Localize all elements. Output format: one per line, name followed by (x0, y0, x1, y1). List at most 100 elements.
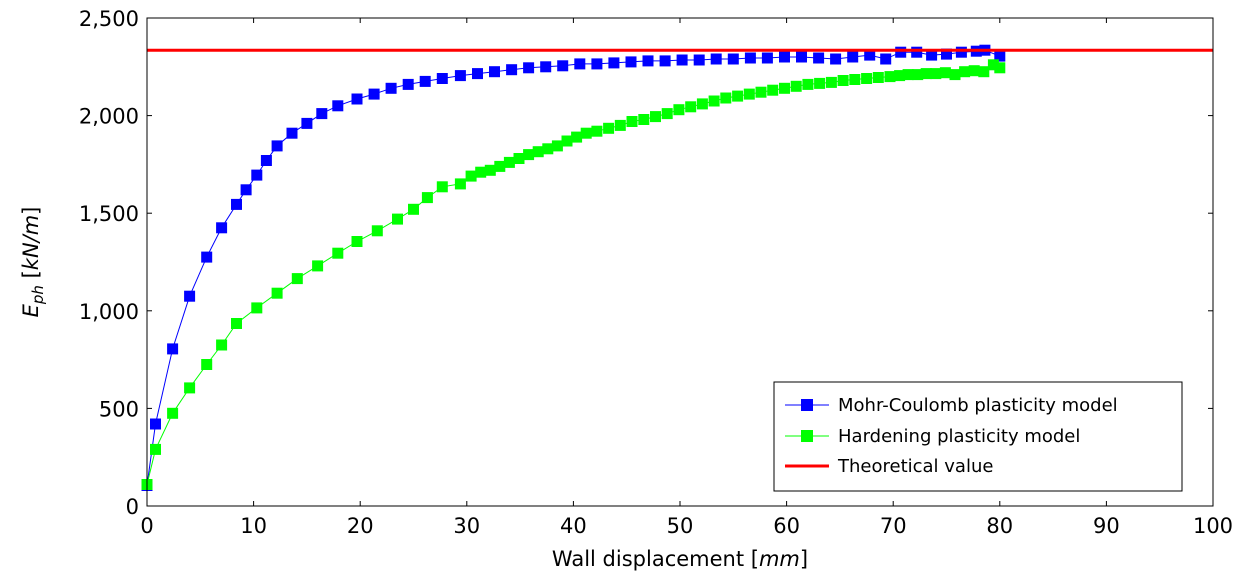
data-point (540, 61, 552, 73)
data-point (419, 75, 431, 87)
data-point (864, 49, 876, 61)
data-point (693, 54, 705, 66)
data-point (837, 75, 849, 86)
data-point (371, 225, 383, 237)
legend-entry-mohr-coulomb: Mohr-Coulomb plasticity model (785, 395, 1118, 416)
data-point (465, 170, 477, 182)
data-point (732, 90, 744, 102)
data-point (484, 164, 496, 176)
data-point (642, 55, 654, 67)
data-point (408, 203, 419, 215)
x-tick-label: 50 (667, 514, 694, 538)
data-point (503, 156, 515, 168)
data-point (926, 49, 938, 61)
data-point (912, 69, 924, 81)
x-tick-label: 30 (453, 514, 480, 538)
series-1 (141, 59, 1006, 490)
data-point (184, 290, 196, 302)
x-tick-label: 70 (880, 514, 907, 538)
data-point (978, 66, 990, 78)
y-tick-label: 1,000 (79, 300, 139, 324)
data-point (271, 140, 283, 152)
data-point (532, 146, 544, 158)
data-point (523, 149, 535, 161)
data-point (251, 302, 263, 314)
data-point (574, 58, 586, 70)
data-point (385, 82, 397, 94)
data-point (216, 222, 228, 234)
data-point (625, 56, 637, 68)
data-point (847, 51, 859, 63)
ticks: 0 10 20 30 40 50 60 70 80 90 100 0 500 1,000 1,500 2,00… (79, 7, 1233, 538)
data-point (201, 251, 213, 263)
data-point (351, 236, 363, 247)
x-tick-label: 60 (773, 514, 800, 538)
data-point (994, 62, 1006, 74)
data-point (571, 131, 583, 143)
data-point (251, 169, 263, 181)
data-point (949, 69, 961, 81)
data-point (779, 82, 790, 94)
data-point (994, 50, 1006, 62)
data-point (661, 108, 673, 120)
data-point (231, 318, 242, 329)
data-point (968, 65, 980, 77)
data-point (614, 119, 626, 131)
data-point (830, 53, 842, 65)
legend-label-theoretical: Theoretical value (837, 456, 993, 477)
data-point (332, 247, 344, 259)
legend-swatch-marker (801, 399, 813, 411)
y-axis-label: Eph [kN/m] (19, 207, 47, 318)
data-point (930, 68, 942, 80)
legend-entry-theoretical: Theoretical value (785, 456, 993, 477)
legend-box (773, 381, 1183, 492)
data-point (402, 78, 414, 90)
x-tick-label: 20 (347, 514, 374, 538)
y-tick-label: 500 (99, 397, 139, 421)
data-point (368, 88, 380, 100)
data-point (987, 59, 999, 71)
legend-swatch-marker (801, 430, 813, 442)
data-point (316, 108, 328, 120)
x-tick-label: 40 (560, 514, 587, 538)
data-point (955, 46, 967, 58)
data-point (902, 69, 914, 81)
data-point (608, 57, 620, 69)
data-point (494, 160, 506, 172)
data-point (872, 72, 884, 83)
data-point (312, 260, 324, 272)
legend-entry-hardening: Hardening plasticity model (785, 426, 1080, 447)
data-point (676, 54, 688, 66)
data-point (436, 181, 448, 193)
x-tick-label: 0 (140, 514, 153, 538)
legend-label-hardening: Hardening plasticity model (838, 426, 1080, 447)
y-tick-label: 1,500 (79, 202, 139, 226)
data-point (506, 64, 518, 76)
data-point (767, 84, 779, 96)
data-point (286, 127, 298, 139)
data-point (755, 86, 767, 98)
data-point (421, 192, 433, 204)
data-point (489, 66, 500, 78)
data-point (436, 73, 448, 84)
data-point (260, 155, 272, 166)
data-point (727, 53, 739, 65)
x-tick-label: 100 (1193, 514, 1233, 538)
data-point (184, 382, 196, 394)
data-point (696, 98, 708, 110)
data-point (291, 273, 303, 285)
x-tick-label: 90 (1093, 514, 1120, 538)
data-point (849, 74, 861, 85)
data-point (201, 359, 213, 370)
y-tick-label: 2,000 (79, 105, 139, 129)
data-point (779, 51, 790, 63)
data-point (513, 153, 525, 164)
data-point (659, 55, 671, 67)
data-point (939, 67, 951, 79)
data-point (603, 122, 615, 134)
series-0 (141, 44, 1006, 491)
data-point (475, 166, 487, 178)
data-point (454, 70, 466, 82)
data-point (216, 339, 228, 351)
data-point (271, 287, 283, 299)
